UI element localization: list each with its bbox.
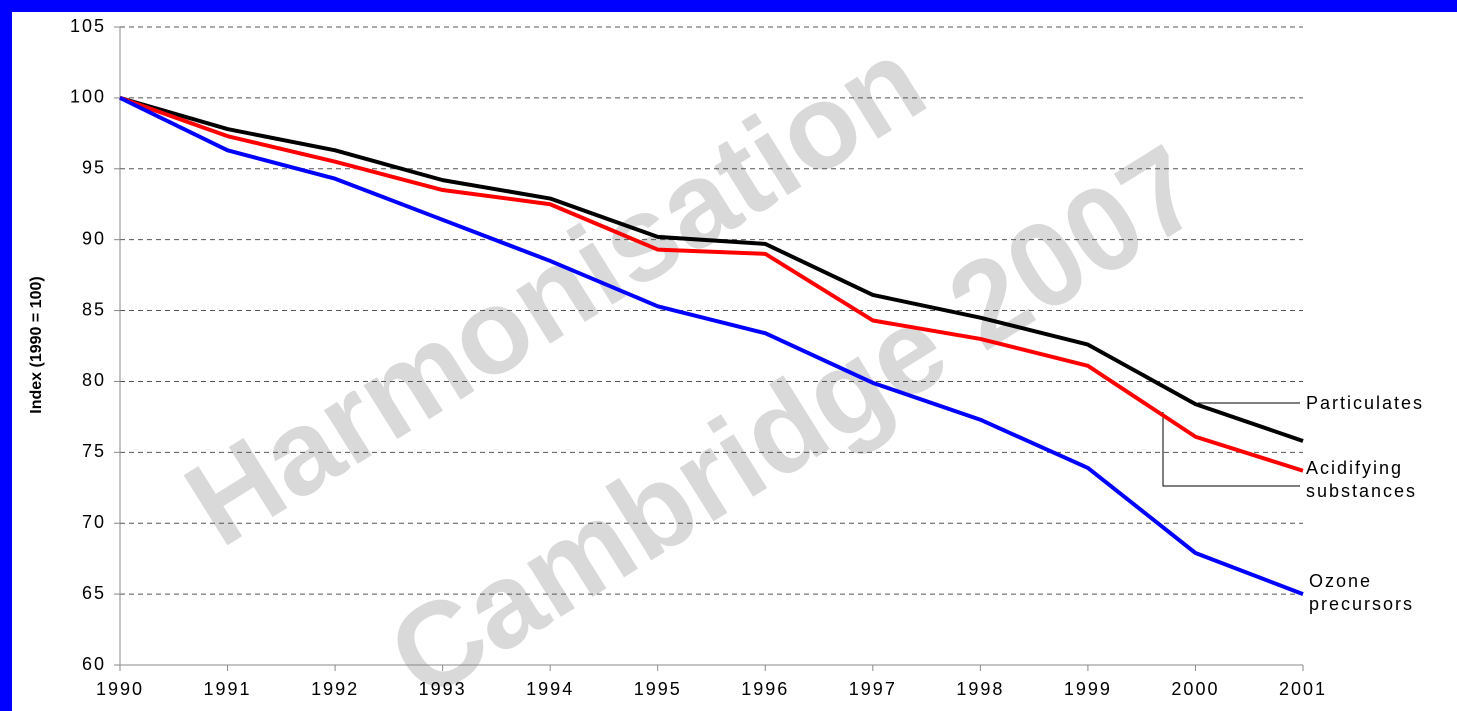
x-tick-label: 2001 <box>1279 679 1327 699</box>
y-tick-label: 60 <box>82 654 106 674</box>
x-tick-label: 1998 <box>956 679 1004 699</box>
y-tick-label: 65 <box>82 583 106 603</box>
x-tick-label: 1997 <box>849 679 897 699</box>
series-line <box>119 96 1304 473</box>
y-tick-label: 85 <box>82 299 106 319</box>
y-tick-label: 100 <box>70 87 106 107</box>
series-label: Acidifying substances <box>1306 458 1418 501</box>
y-tick-label: 70 <box>82 512 106 532</box>
x-tick-label: 1999 <box>1064 679 1112 699</box>
series-label: Ozone precursors <box>1309 571 1415 614</box>
y-tick-label: 105 <box>70 16 106 36</box>
frame-left <box>0 0 12 711</box>
series-line <box>119 96 1304 596</box>
y-tick-label: 90 <box>82 228 106 248</box>
x-tick-label: 1992 <box>311 679 359 699</box>
x-tick-label: 1996 <box>741 679 789 699</box>
y-tick-label: 80 <box>82 370 106 390</box>
y-axis-label: Index (1990 = 100) <box>28 276 45 413</box>
x-tick-label: 1991 <box>204 679 252 699</box>
leader-lines <box>1162 402 1300 487</box>
x-tick-label: 1994 <box>526 679 574 699</box>
y-tick-label: 95 <box>82 158 106 178</box>
leader-line <box>1162 412 1300 487</box>
series-label: Particulates <box>1306 393 1425 413</box>
x-tick-label: 1995 <box>634 679 682 699</box>
x-tick-label: 2000 <box>1171 679 1219 699</box>
x-tick-label: 1990 <box>96 679 144 699</box>
series-line <box>119 95 1304 443</box>
y-tick-label: 75 <box>82 441 106 461</box>
frame-top <box>0 0 1457 12</box>
x-tick-label: 1993 <box>419 679 467 699</box>
